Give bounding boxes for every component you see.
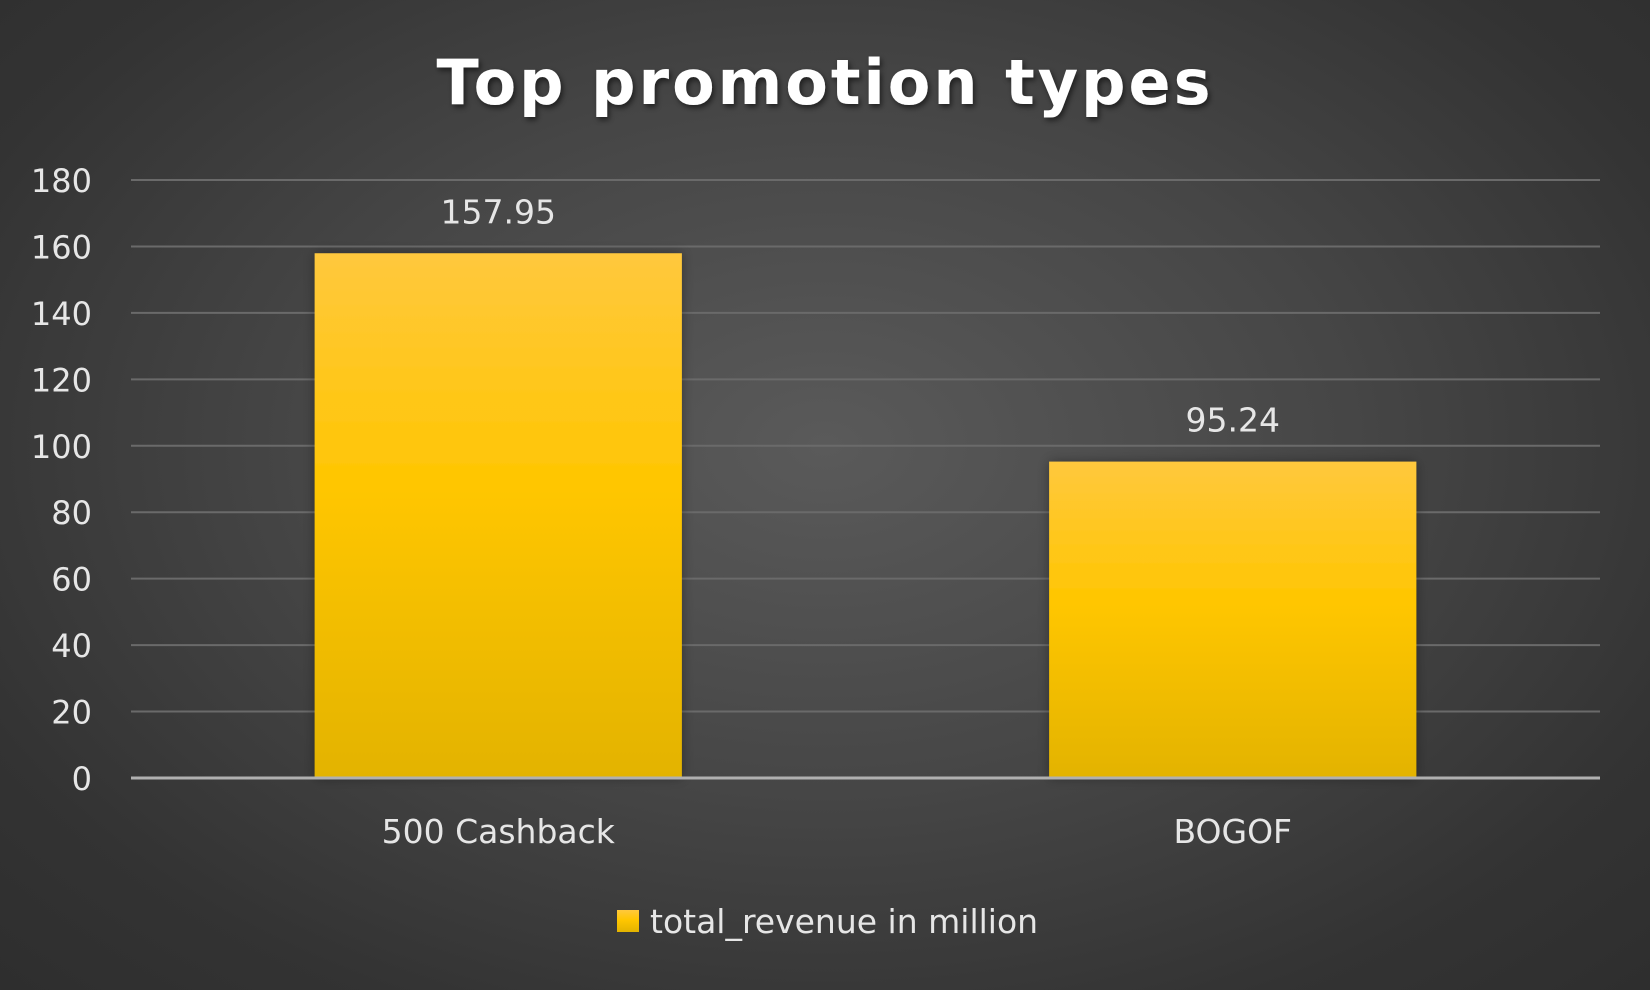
y-tick-label: 60	[51, 561, 92, 599]
y-axis-ticks: 0 20 40 60 80 100 120 140 160 180	[31, 162, 92, 798]
bars	[314, 253, 1417, 778]
y-tick-label: 140	[31, 295, 92, 333]
x-category-label: BOGOF	[1173, 812, 1292, 851]
y-tick-label: 120	[31, 361, 92, 399]
bar-bogof	[1049, 461, 1417, 778]
y-tick-label: 180	[31, 162, 92, 200]
bar-500-cashback	[314, 253, 682, 778]
data-labels: 157.95 95.24	[441, 192, 1280, 439]
y-tick-label: 40	[51, 627, 92, 665]
y-tick-label: 20	[51, 694, 92, 732]
y-tick-label: 100	[31, 428, 92, 466]
x-axis-categories: 500 Cashback BOGOF	[382, 812, 1292, 851]
legend: total_revenue in million	[617, 902, 1038, 941]
data-label: 95.24	[1186, 401, 1280, 440]
x-category-label: 500 Cashback	[382, 812, 616, 851]
y-tick-label: 0	[72, 760, 92, 798]
chart-title: Top promotion types	[437, 46, 1214, 119]
y-tick-label: 80	[51, 494, 92, 532]
y-tick-label: 160	[31, 228, 92, 266]
legend-swatch	[617, 910, 639, 932]
data-label: 157.95	[441, 192, 556, 231]
legend-label: total_revenue in million	[650, 902, 1038, 941]
